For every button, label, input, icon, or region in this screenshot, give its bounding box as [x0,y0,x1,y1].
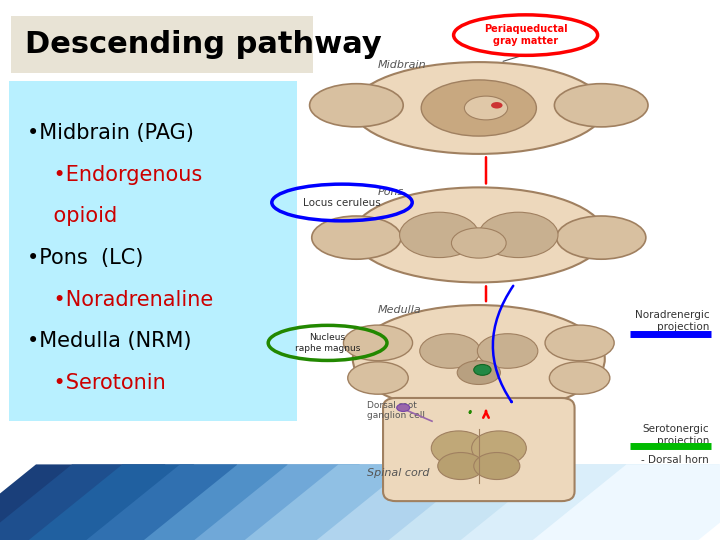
Ellipse shape [474,453,520,480]
Ellipse shape [348,362,408,394]
Text: Pons: Pons [378,187,404,197]
FancyBboxPatch shape [9,81,297,421]
Text: Medulla: Medulla [378,305,422,315]
Polygon shape [29,464,238,540]
Ellipse shape [557,216,646,259]
FancyBboxPatch shape [383,398,575,501]
Ellipse shape [472,431,526,465]
Text: Serotonergic
projection: Serotonergic projection [642,424,709,446]
Polygon shape [245,464,504,540]
Ellipse shape [310,84,403,127]
FancyArrowPatch shape [469,411,471,413]
FancyArrowPatch shape [493,286,513,402]
Text: •Noradrenaline: •Noradrenaline [27,289,213,309]
Text: •Pons  (LC): •Pons (LC) [27,248,143,268]
Ellipse shape [431,431,486,465]
Text: •Midbrain (PAG): •Midbrain (PAG) [27,123,194,143]
FancyBboxPatch shape [11,16,313,73]
Polygon shape [461,464,720,540]
Ellipse shape [421,80,536,136]
Text: Noradrenergic
projection: Noradrenergic projection [634,310,709,332]
Ellipse shape [397,404,410,411]
Polygon shape [0,464,166,540]
Text: Spinal cord: Spinal cord [367,468,430,477]
Text: •Medulla (NRM): •Medulla (NRM) [27,331,191,352]
Ellipse shape [491,102,503,109]
Polygon shape [317,464,576,540]
Text: - Dorsal horn: - Dorsal horn [642,455,709,465]
Ellipse shape [545,325,614,361]
Text: Nucleus
raphe magnus: Nucleus raphe magnus [295,333,360,353]
Polygon shape [0,464,194,540]
Polygon shape [533,464,720,540]
Ellipse shape [343,325,413,361]
Ellipse shape [353,305,605,413]
Polygon shape [144,464,360,540]
Polygon shape [86,464,288,540]
Text: Midbrain: Midbrain [378,60,427,70]
Text: Descending pathway: Descending pathway [25,30,382,59]
Ellipse shape [438,453,484,480]
Ellipse shape [477,334,538,368]
Ellipse shape [312,216,401,259]
Ellipse shape [451,228,506,258]
Text: opioid: opioid [27,206,117,226]
Text: Locus ceruleus: Locus ceruleus [303,198,381,207]
Text: •Endorgenous: •Endorgenous [27,165,202,185]
Ellipse shape [464,96,508,120]
Ellipse shape [420,334,480,368]
Polygon shape [194,464,432,540]
Text: Dorsal root
ganglion cell: Dorsal root ganglion cell [367,401,426,420]
Ellipse shape [474,364,491,375]
Ellipse shape [479,212,558,258]
Ellipse shape [353,187,605,282]
Polygon shape [389,464,648,540]
Ellipse shape [554,84,648,127]
Ellipse shape [400,212,479,258]
Text: Periaqueductal
gray matter: Periaqueductal gray matter [484,24,567,46]
Text: •Serotonin: •Serotonin [27,373,166,393]
Ellipse shape [549,362,610,394]
Ellipse shape [353,62,605,154]
Ellipse shape [457,361,500,384]
